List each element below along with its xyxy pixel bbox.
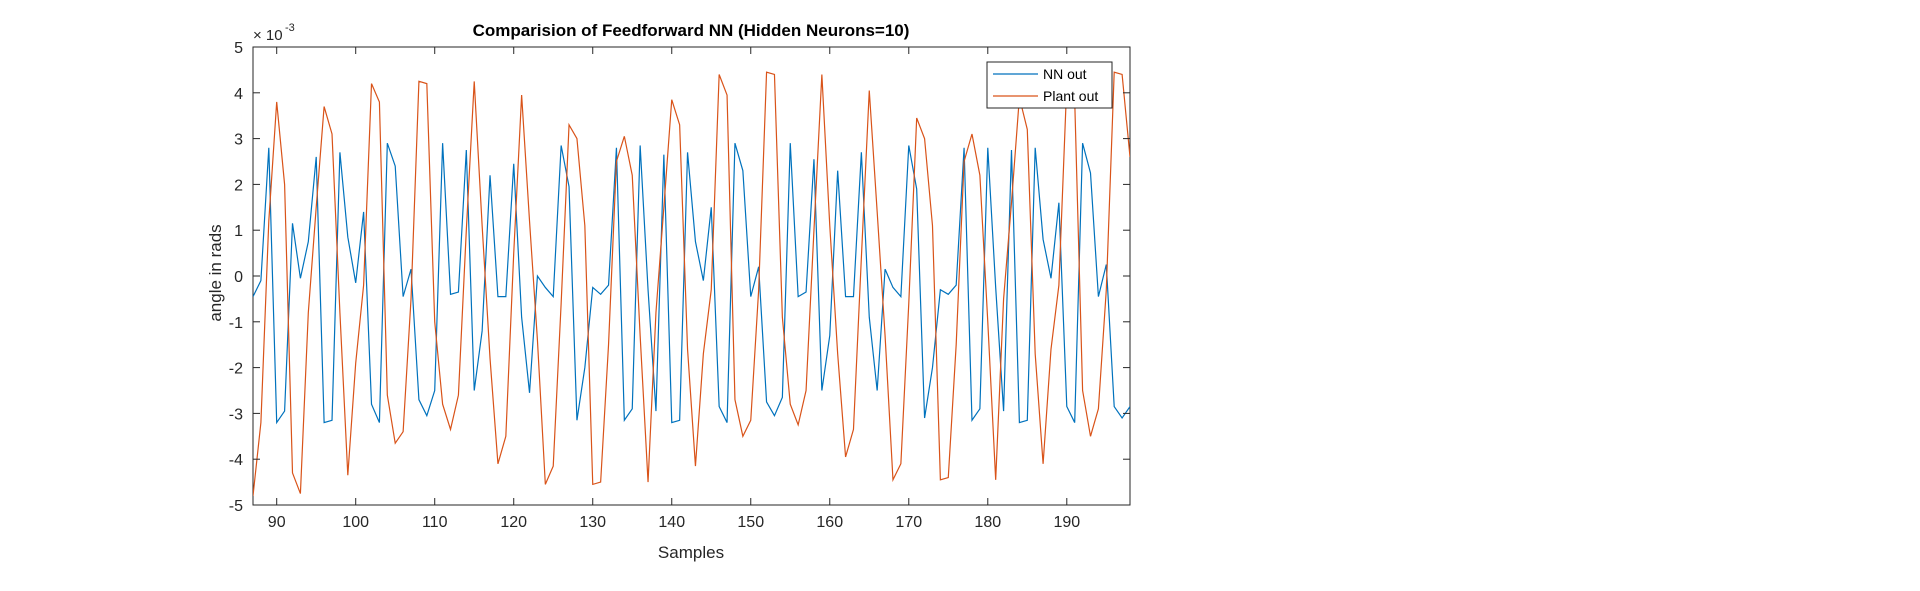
series-line-plant-out xyxy=(253,71,1130,496)
x-tick-label: 140 xyxy=(658,514,685,531)
tick-layer: 90 100 110 120 130 140 150 160 170 180 190-5-4-3-2… xyxy=(229,40,1130,531)
x-tick-label: 180 xyxy=(974,514,1001,531)
y-exponent-label: × 10 -3 xyxy=(253,22,295,44)
y-tick-label: 0 xyxy=(234,269,243,286)
x-tick-label: 110 xyxy=(422,514,448,531)
x-tick-label: 100 xyxy=(342,514,369,531)
x-tick-label: 160 xyxy=(816,514,843,531)
x-tick-label: 190 xyxy=(1053,514,1080,531)
legend-label-nn-out: NN out xyxy=(1043,66,1087,82)
y-axis-label: angle in rads xyxy=(206,224,225,321)
legend-label-plant-out: Plant out xyxy=(1043,88,1098,104)
legend: NN out Plant out xyxy=(986,61,1113,109)
y-tick-label: -2 xyxy=(229,361,243,378)
y-tick-label: -1 xyxy=(229,315,243,332)
x-tick-label: 90 xyxy=(268,514,286,531)
y-tick-label: 2 xyxy=(234,177,243,194)
series-line-nn-out xyxy=(253,142,1130,425)
chart-title: Comparision of Feedforward NN (Hidden Ne… xyxy=(473,21,910,40)
x-tick-label: 150 xyxy=(737,514,764,531)
y-exponent-power: -3 xyxy=(285,22,295,34)
x-tick-label: 170 xyxy=(895,514,922,531)
x-tick-label: 130 xyxy=(579,514,606,531)
legend-box xyxy=(986,61,1113,109)
y-tick-label: -4 xyxy=(229,452,243,469)
x-axis-label: Samples xyxy=(658,543,724,562)
x-tick-label: 120 xyxy=(500,514,527,531)
y-tick-label: -5 xyxy=(229,498,243,515)
series-layer xyxy=(253,71,1130,496)
y-tick-label: 3 xyxy=(234,132,243,149)
y-exponent-base: × 10 xyxy=(253,27,283,44)
y-tick-label: -3 xyxy=(229,406,243,423)
y-tick-label: 1 xyxy=(234,223,243,240)
y-tick-label: 5 xyxy=(234,40,243,57)
y-tick-label: 4 xyxy=(234,86,243,103)
